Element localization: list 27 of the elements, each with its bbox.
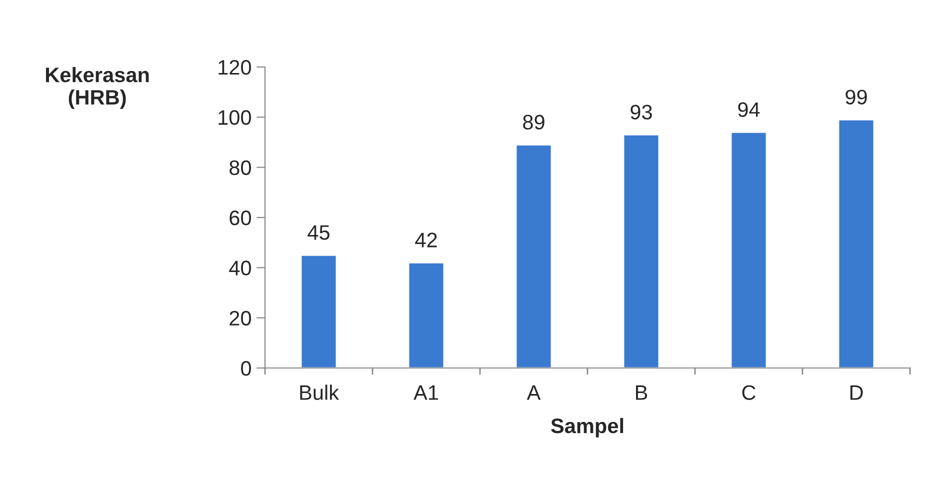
x-tick-label: A1 bbox=[414, 385, 438, 400]
data-label: 42 bbox=[415, 232, 437, 248]
data-label: 45 bbox=[308, 225, 330, 240]
x-axis-title: Sampel bbox=[551, 418, 624, 438]
y-tick-label: 0 bbox=[241, 361, 251, 376]
bar bbox=[515, 144, 552, 368]
y-axis-title: Kekerasan (HRB) bbox=[46, 67, 149, 109]
bar bbox=[838, 118, 875, 368]
y-tick-label: 120 bbox=[218, 60, 251, 75]
bar bbox=[408, 262, 445, 368]
data-label: 99 bbox=[846, 90, 867, 104]
y-tick-label: 60 bbox=[230, 210, 251, 226]
data-label: 93 bbox=[630, 104, 652, 120]
x-tick-label: B bbox=[636, 385, 648, 400]
data-label: 89 bbox=[523, 114, 544, 130]
data-label: 94 bbox=[738, 102, 760, 117]
x-tick-label: Bulk bbox=[300, 384, 340, 400]
bar bbox=[730, 132, 768, 368]
bar bbox=[300, 254, 338, 368]
y-tick-label: 20 bbox=[230, 310, 251, 326]
bar bbox=[622, 134, 660, 368]
y-tick-label: 40 bbox=[229, 260, 251, 276]
x-tick-label: C bbox=[742, 385, 756, 400]
x-tick-label: D bbox=[850, 385, 863, 400]
y-tick-label: 100 bbox=[218, 110, 251, 125]
x-tick-label: A bbox=[526, 385, 541, 400]
y-tick-label: 80 bbox=[230, 160, 251, 176]
